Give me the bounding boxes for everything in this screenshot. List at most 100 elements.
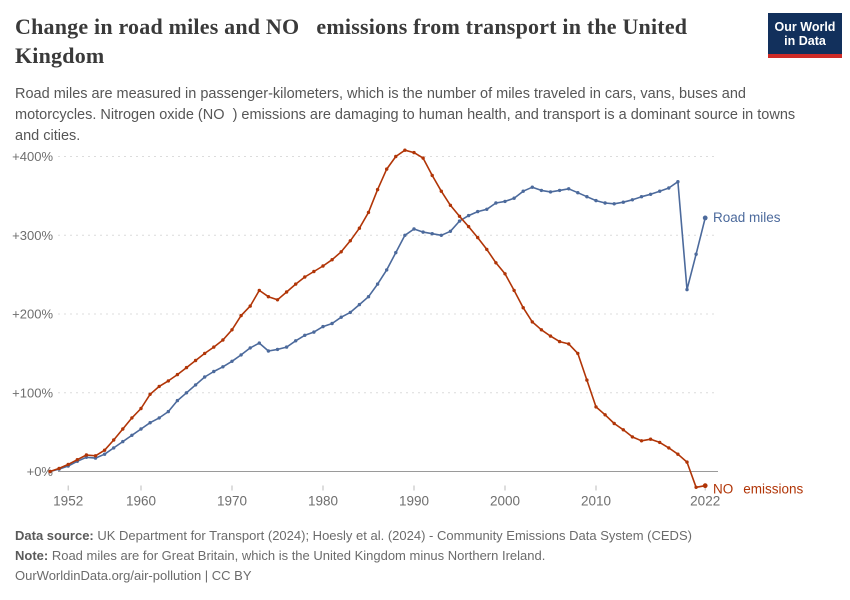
data-point	[84, 453, 89, 457]
data-point	[639, 195, 644, 199]
data-point	[257, 288, 261, 293]
data-point	[275, 298, 280, 302]
data-point	[284, 290, 289, 294]
data-point	[112, 446, 116, 450]
data-point	[412, 150, 416, 155]
data-point	[639, 439, 644, 443]
data-point	[485, 207, 489, 211]
data-point	[257, 341, 261, 345]
data-point	[621, 200, 625, 204]
note-line: Note: Road miles are for Great Britain, …	[15, 546, 835, 566]
data-point	[203, 351, 207, 356]
data-point	[275, 347, 280, 352]
data-point	[48, 469, 52, 474]
data-point	[612, 421, 616, 426]
data-point	[539, 328, 544, 332]
road-miles-series: Road miles	[48, 180, 781, 474]
owid-logo-line2: in Data	[784, 33, 826, 48]
data-point	[166, 409, 170, 414]
data-point	[630, 435, 635, 439]
data-point	[139, 406, 143, 411]
data-point	[430, 232, 434, 236]
data-point	[102, 448, 107, 452]
data-point	[130, 416, 134, 420]
data-point	[612, 202, 616, 206]
data-point	[421, 230, 425, 234]
series-line	[49, 149, 706, 489]
data-point	[576, 191, 580, 195]
data-point	[603, 413, 607, 417]
data-point	[339, 250, 343, 254]
chart-footer: Data source: UK Department for Transport…	[15, 526, 835, 586]
data-point	[375, 282, 380, 286]
data-point	[466, 213, 471, 218]
nox-label: NO emissions	[713, 482, 804, 497]
data-point	[494, 261, 498, 265]
data-point	[530, 185, 534, 189]
data-point	[548, 190, 553, 194]
data-point	[239, 353, 243, 357]
data-point	[576, 351, 580, 356]
license-line: OurWorldinData.org/air-pollution | CC BY	[15, 568, 252, 583]
data-point	[93, 454, 98, 458]
y-axis-tick-label: +400%	[12, 149, 53, 164]
data-point	[530, 320, 534, 324]
data-point	[421, 156, 425, 160]
data-point	[312, 330, 316, 334]
data-point	[348, 310, 352, 315]
data-point	[303, 333, 307, 337]
data-point	[57, 466, 61, 471]
data-point	[548, 334, 553, 338]
data-point	[476, 235, 480, 240]
data-point	[366, 210, 371, 215]
x-axis: 1952 1960 1970 1980 1990 2000 2010 2022	[53, 485, 720, 509]
y-grid: +0% +100% +200% +300% +400%	[12, 149, 718, 479]
data-point	[321, 264, 325, 268]
data-point	[585, 378, 589, 382]
data-point	[230, 328, 234, 332]
data-point	[667, 446, 671, 450]
data-point	[403, 148, 407, 152]
x-axis-tick-label: 1960	[126, 494, 156, 509]
owid-logo-stripe	[768, 54, 842, 58]
y-axis-tick-label: +0%	[27, 464, 54, 479]
data-point	[212, 345, 216, 349]
data-point	[585, 195, 589, 199]
data-point	[557, 339, 562, 344]
y-axis-tick-label: +200%	[12, 307, 53, 322]
data-point	[321, 324, 325, 329]
data-point	[648, 437, 653, 441]
data-point	[148, 421, 152, 425]
data-point	[412, 227, 416, 231]
y-axis-tick-label: +100%	[12, 385, 53, 400]
data-point	[394, 250, 398, 255]
note-label: Note:	[15, 548, 49, 563]
data-point	[658, 440, 662, 445]
x-axis-tick-label: 2022	[690, 494, 720, 509]
nox-series: NO emissions	[48, 148, 804, 497]
chart-subtitle: Road miles are measured in passenger-kil…	[15, 86, 800, 144]
road-miles-label: Road miles	[713, 210, 781, 225]
data-point	[521, 306, 525, 310]
data-point	[157, 416, 161, 420]
data-point	[366, 295, 371, 299]
series-line	[49, 180, 706, 473]
data-point	[512, 196, 516, 200]
data-point	[121, 439, 125, 444]
data-point	[339, 315, 343, 319]
data-point	[357, 302, 362, 307]
data-point	[457, 214, 462, 218]
data-point	[557, 188, 562, 193]
data-point	[294, 282, 298, 286]
data-point	[66, 462, 70, 467]
data-point	[294, 339, 298, 343]
data-point	[112, 438, 116, 442]
data-point	[348, 239, 352, 243]
data-point	[148, 392, 152, 396]
data-point	[512, 288, 516, 293]
chart-canvas: +0%+100%+200%+300%+400%1952 1960 1970 1980 1…	[12, 148, 804, 509]
x-axis-tick-label: 1952	[53, 494, 83, 509]
data-point	[284, 345, 289, 349]
data-point	[658, 189, 662, 193]
